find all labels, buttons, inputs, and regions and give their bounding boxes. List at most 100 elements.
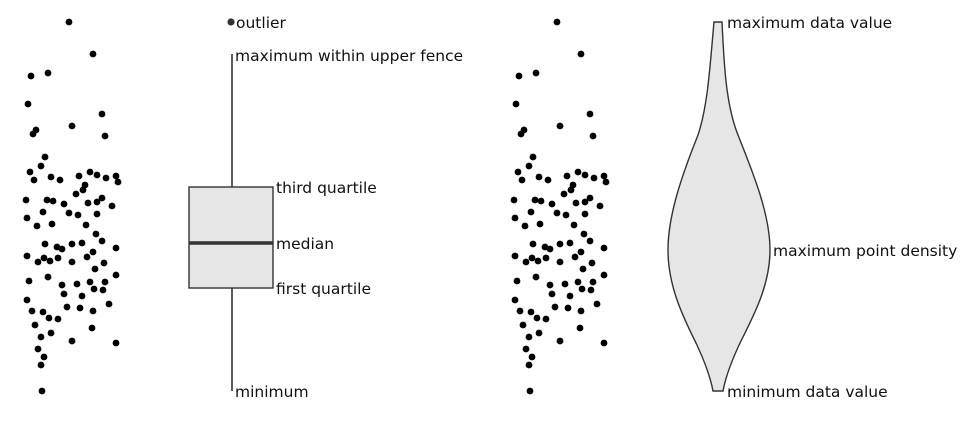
boxplot-data-point-66 <box>99 286 107 294</box>
violin-data-point-6 <box>517 130 525 138</box>
boxplot-data-point-73 <box>45 314 53 322</box>
violin-data-point-19 <box>581 171 589 179</box>
boxplot-data-point-35 <box>74 211 82 219</box>
violin-data-point-66 <box>587 286 595 294</box>
boxplot-data-point-41 <box>92 230 100 238</box>
boxplot-data-point-88 <box>38 387 46 395</box>
violin-data-point-74 <box>542 315 550 323</box>
violin-data-point-65 <box>578 285 586 293</box>
violin-data-point-25 <box>537 197 545 205</box>
violin-data-point-21 <box>600 172 608 180</box>
boxplot-data-point-14 <box>47 173 55 181</box>
violin-data-point-35 <box>562 211 570 219</box>
violin-data-point-1 <box>577 50 585 58</box>
violin-data-point-71 <box>516 307 524 315</box>
violin-data-point-70 <box>511 296 519 304</box>
violin-data-point-69 <box>566 292 574 300</box>
violin-data-point-68 <box>548 290 556 298</box>
boxplot-data-point-23 <box>22 196 30 204</box>
violin-data-point-42 <box>586 237 594 245</box>
violin-data-point-76 <box>564 304 572 312</box>
violin-data-point-83 <box>576 324 584 332</box>
boxplot-data-point-55 <box>68 258 76 266</box>
violin-data-point-13 <box>518 176 526 184</box>
boxplot-data-point-85 <box>34 345 42 353</box>
violin-data-point-60 <box>513 277 521 285</box>
boxplot-data-point-64 <box>86 278 94 286</box>
violin-data-point-20 <box>590 174 598 182</box>
boxplot-data-point-7 <box>68 122 76 130</box>
label-maximum-within-upper-fence: maximum within upper fence <box>235 47 463 65</box>
violin-data-point-7 <box>556 122 564 130</box>
boxplot-data-point-80 <box>37 333 45 341</box>
boxplot-data-point-65 <box>90 285 98 293</box>
violin-data-point-26 <box>548 200 556 208</box>
boxplot-data-point-30 <box>93 198 101 206</box>
violin-data-point-87 <box>525 361 533 369</box>
boxplot-data-point-26 <box>60 200 68 208</box>
boxplot-data-point-61 <box>44 273 52 281</box>
boxplot-data-point-38 <box>33 222 41 230</box>
violin-data-point-85 <box>522 345 530 353</box>
violin-data-point-72 <box>527 308 535 316</box>
violin-data-point-15 <box>544 176 552 184</box>
violin-data-point-47 <box>566 239 574 247</box>
violin-data-point-59 <box>600 271 608 279</box>
boxplot-data-point-9 <box>101 132 109 140</box>
boxplot-data-point-24 <box>43 196 51 204</box>
violin-data-point-38 <box>521 222 529 230</box>
violin-data-point-39 <box>536 220 544 228</box>
boxplot-data-point-12 <box>26 168 34 176</box>
boxplot-data-point-59 <box>112 271 120 279</box>
violin-data-point-62 <box>546 281 554 289</box>
violin-data-point-84 <box>600 339 608 347</box>
boxplot-data-point-79 <box>31 321 39 329</box>
boxplot-data-point-16 <box>75 172 83 180</box>
violin-data-point-46 <box>556 240 564 248</box>
violin-data-point-29 <box>572 199 580 207</box>
boxplot-data-point-54 <box>54 254 62 262</box>
jitter-points-violin <box>510 18 610 395</box>
violin-data-point-27 <box>560 190 568 198</box>
violin-data-point-16 <box>563 172 571 180</box>
violin-data-point-77 <box>577 307 585 315</box>
violin-data-point-11 <box>525 162 533 170</box>
boxplot-data-point-78 <box>105 300 113 308</box>
boxplot-data-point-84 <box>112 339 120 347</box>
boxplot-data-point-32 <box>23 214 31 222</box>
violin-data-point-58 <box>588 259 596 267</box>
violin-data-point-12 <box>514 168 522 176</box>
boxplot-data-point-75 <box>63 303 71 311</box>
label-first-quartile: first quartile <box>276 280 371 298</box>
violin-data-point-14 <box>535 173 543 181</box>
violin: maximum data value maximum point density… <box>667 14 957 401</box>
violin-data-point-64 <box>574 278 582 286</box>
violin-data-point-79 <box>519 321 527 329</box>
boxplot-data-point-6 <box>29 130 37 138</box>
boxplot-data-point-13 <box>30 176 38 184</box>
label-third-quartile: third quartile <box>276 179 377 197</box>
boxplot-data-point-34 <box>65 209 73 217</box>
label-maximum-point-density: maximum point density <box>773 242 957 260</box>
jitter-points-boxplot <box>22 18 122 395</box>
violin-data-point-8 <box>586 110 594 118</box>
boxplot-data-point-53 <box>46 257 54 265</box>
boxplot-data-point-18 <box>86 168 94 176</box>
violin-data-point-52 <box>528 254 536 262</box>
violin-data-point-18 <box>574 168 582 176</box>
boxplot-data-point-29 <box>84 199 92 207</box>
boxplot-data-point-3 <box>44 69 52 77</box>
boxplot-data-point-69 <box>78 292 86 300</box>
boxplot-data-point-20 <box>102 174 110 182</box>
violin-data-point-45 <box>546 245 554 253</box>
boxplot-data-point-25 <box>49 197 57 205</box>
boxplot-outlier-point <box>227 18 235 26</box>
boxplot-data-point-51 <box>34 258 42 266</box>
boxplot-data-point-83 <box>88 324 96 332</box>
boxplot-data-point-81 <box>47 329 55 337</box>
boxplot-data-point-43 <box>41 240 49 248</box>
violin-data-point-57 <box>579 265 587 273</box>
boxplot-data-point-0 <box>65 18 73 26</box>
boxplot-data-point-49 <box>112 244 120 252</box>
